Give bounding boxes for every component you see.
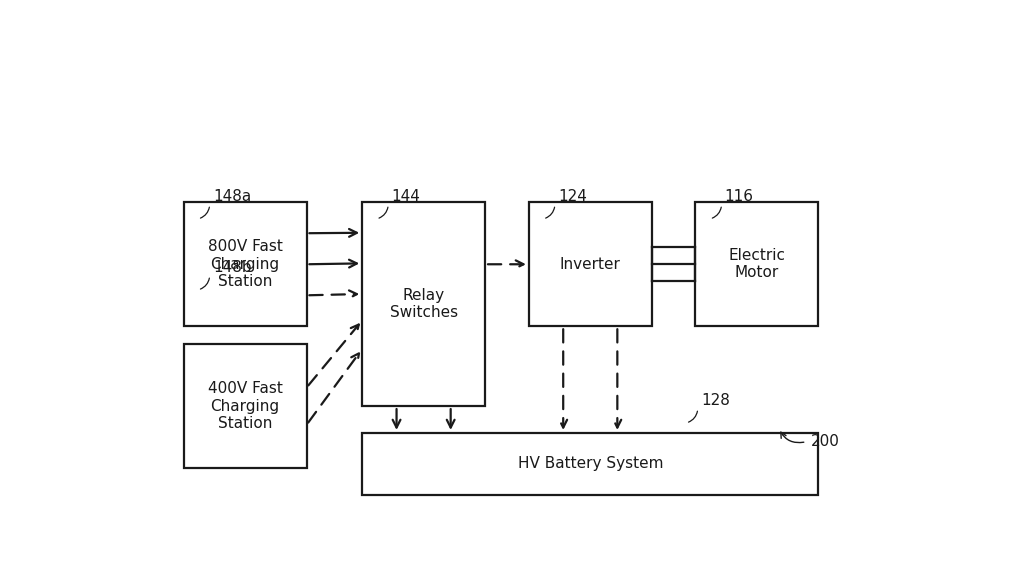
Text: Inverter: Inverter <box>560 257 621 272</box>
Text: 400V Fast
Charging
Station: 400V Fast Charging Station <box>208 381 283 431</box>
Text: Relay
Switches: Relay Switches <box>389 288 458 320</box>
Bar <box>183 344 306 468</box>
Text: 200: 200 <box>811 434 840 449</box>
Bar <box>183 202 306 327</box>
Text: 148b: 148b <box>213 260 252 275</box>
Text: Electric
Motor: Electric Motor <box>728 248 785 281</box>
Text: 124: 124 <box>558 190 587 204</box>
Text: 148a: 148a <box>213 190 251 204</box>
Text: 128: 128 <box>701 393 730 408</box>
Bar <box>362 433 818 495</box>
Bar <box>362 202 485 406</box>
Bar <box>528 202 652 327</box>
Text: 800V Fast
Charging
Station: 800V Fast Charging Station <box>208 240 283 289</box>
Text: HV Battery System: HV Battery System <box>517 456 663 471</box>
Bar <box>695 202 818 327</box>
Text: 116: 116 <box>725 190 754 204</box>
Text: 144: 144 <box>391 190 420 204</box>
